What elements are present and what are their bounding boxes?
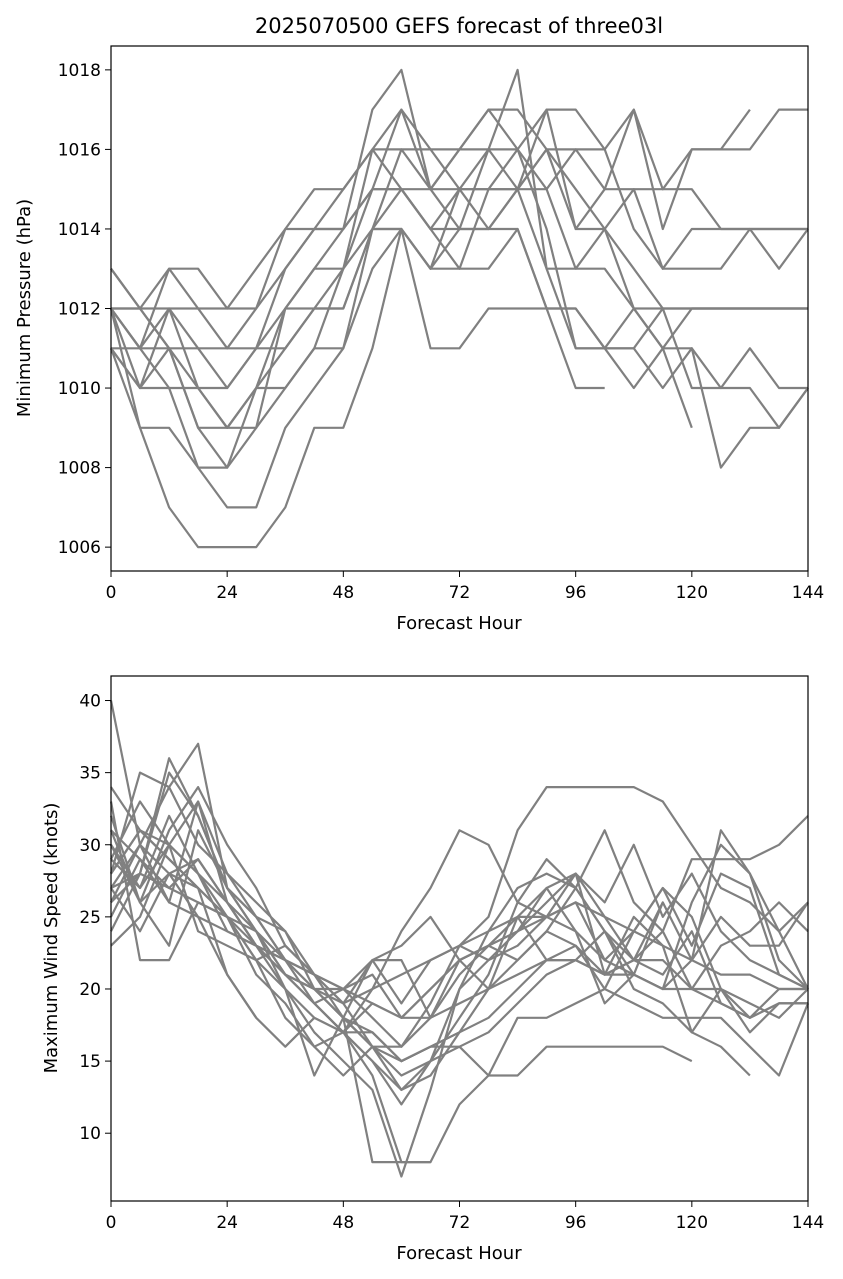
wind-y-tick-label-40: 40 (79, 692, 101, 712)
wind-x-tick-label-0: 0 (106, 1213, 117, 1233)
wind-series-line-19 (110, 829, 808, 1019)
pressure-series-line-13 (111, 188, 808, 350)
pressure-x-tick-label-144: 144 (792, 583, 824, 603)
wind-x-tick-label-48: 48 (333, 1213, 355, 1233)
wind-x-tick-label-96: 96 (565, 1213, 587, 1233)
wind-y-tick-label-10: 10 (79, 1124, 101, 1144)
wind-x-axis-label: Forecast Hour (396, 1243, 522, 1264)
wind-x-ticks: 0 24 48 72 96 120 144 (106, 1201, 824, 1233)
pressure-x-tick-label-72: 72 (449, 583, 471, 603)
pressure-series-line-3 (110, 108, 809, 469)
wind-series-line-21 (109, 829, 258, 1019)
wind-y-tick-label-25: 25 (79, 908, 101, 928)
pressure-series-line-8 (109, 227, 693, 429)
wind-y-tick-label-15: 15 (79, 1052, 101, 1072)
pressure-series-line-7 (110, 227, 605, 429)
pressure-y-tick-label-1016: 1016 (58, 140, 101, 160)
pressure-y-tick-label-1008: 1008 (58, 459, 101, 479)
pressure-y-tick-label-1014: 1014 (58, 220, 101, 240)
wind-x-tick-label-144: 144 (792, 1213, 824, 1233)
wind-x-tick-label-24: 24 (216, 1213, 238, 1233)
pressure-x-ticks: 0 24 48 72 96 120 144 (106, 571, 824, 603)
pressure-x-tick-label-96: 96 (565, 583, 587, 603)
pressure-series-group (109, 68, 809, 549)
wind-y-tick-label-20: 20 (79, 980, 101, 1000)
wind-y-axis-label: Maximum Wind Speed (knots) (41, 803, 62, 1074)
wind-x-tick-label-120: 120 (676, 1213, 708, 1233)
pressure-y-tick-label-1006: 1006 (58, 538, 101, 558)
wind-y-ticks: 10 15 20 25 30 35 40 (79, 692, 111, 1144)
wind-series-line-20 (110, 872, 808, 1019)
pressure-x-tick-label-0: 0 (106, 583, 117, 603)
pressure-chart: 2025070500 GEFS forecast of three03l 0 24… (14, 14, 824, 634)
wind-y-tick-label-35: 35 (79, 764, 101, 784)
wind-x-tick-label-72: 72 (449, 1213, 471, 1233)
pressure-series-line-10 (110, 148, 808, 310)
wind-series-line-4 (110, 786, 809, 1019)
pressure-y-tick-label-1018: 1018 (58, 61, 101, 81)
pressure-y-tick-label-1012: 1012 (58, 300, 101, 320)
pressure-series-line-9 (111, 108, 751, 310)
pressure-y-ticks: 1006 1008 1010 1012 1014 1016 1018 (58, 61, 111, 558)
pressure-x-tick-label-48: 48 (333, 583, 355, 603)
wind-y-tick-label-30: 30 (79, 836, 101, 856)
wind-series-group (109, 700, 810, 1178)
pressure-y-axis-label: Minimum Pressure (hPa) (14, 199, 35, 417)
wind-chart: 0 24 48 72 96 120 144 10 15 20 25 30 35 40 Forecast … (41, 675, 824, 1264)
wind-series-line-7 (110, 829, 809, 1106)
chart-title: 2025070500 GEFS forecast of three03l (255, 14, 663, 38)
pressure-x-axis-label: Forecast Hour (396, 613, 522, 634)
pressure-y-tick-label-1010: 1010 (58, 379, 101, 399)
wind-series-line-17 (110, 843, 460, 1063)
pressure-x-tick-label-24: 24 (216, 583, 238, 603)
wind-series-line-15 (110, 814, 693, 1077)
pressure-x-tick-label-120: 120 (676, 583, 708, 603)
wind-series-line-2 (109, 801, 810, 1164)
